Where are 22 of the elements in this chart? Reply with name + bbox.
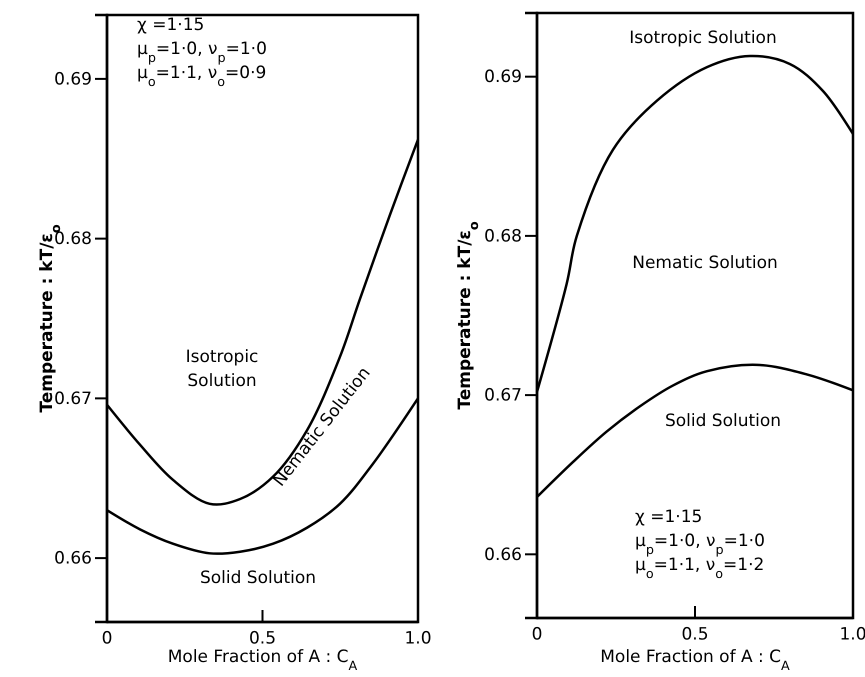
- x-tick-label: 0: [532, 624, 542, 644]
- annotation: Solid Solution: [664, 411, 782, 431]
- annotation: Isotropic Solution: [186, 347, 258, 391]
- annotation: Isotropic Solution: [629, 28, 777, 48]
- y-tick-label: 0.66: [484, 544, 522, 565]
- y-tick-label: 0.69: [54, 69, 92, 90]
- x-tick-label: 0: [102, 628, 112, 648]
- text: χ =1·15 μ$_{p}$=1·0, ν$_{p}$=1·0 μ$_{o}$=1·1, ν$_{o}$=0·9: [137, 15, 267, 90]
- x-axis-title: Mole Fraction of A : C$_{A}$: [600, 647, 790, 674]
- x-axis-title: Mole Fraction of A : C$_{A}$: [168, 647, 358, 674]
- y-tick-label: 0.66: [54, 548, 92, 569]
- x-tick-label: 1.0: [839, 624, 865, 644]
- y-tick-label: 0.67: [484, 386, 522, 406]
- x-tick-label: 0.5: [681, 624, 709, 644]
- annotation: Nematic Solution: [632, 253, 778, 273]
- annotation: Solid Solution: [200, 568, 316, 588]
- x-tick-label: 1.0: [404, 628, 432, 648]
- y-tick-label: 0.68: [484, 226, 522, 246]
- y-tick-label: 0.69: [484, 67, 522, 88]
- text: χ =1·15 μ$_{p}$=1·0, ν$_{p}$=1·0 μ$_{o}$=1·1, ν$_{o}$=1·2: [635, 507, 765, 582]
- y-tick-label: 0.67: [54, 388, 92, 409]
- x-tick-label: 0.5: [248, 628, 276, 648]
